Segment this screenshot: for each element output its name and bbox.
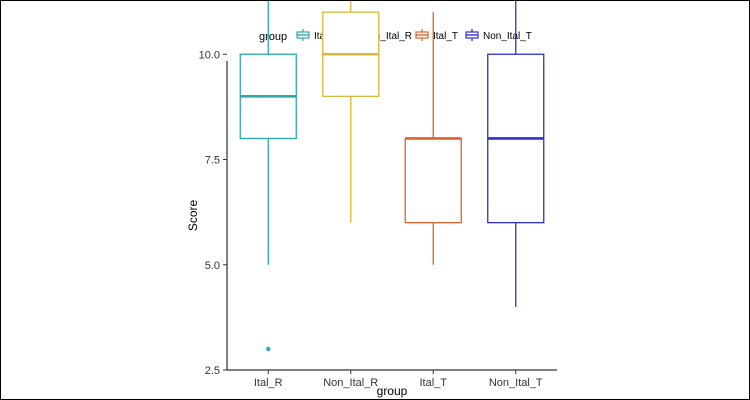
box-non-ital-r <box>322 1 380 223</box>
box-ital-r <box>239 1 297 352</box>
x-tick-label: Ital_T <box>419 377 447 389</box>
y-tick-label: 7.5 <box>205 155 220 167</box>
y-axis-ticks: 2.55.07.510.012.5 <box>199 49 227 377</box>
legend-title: group <box>259 31 287 43</box>
legend-label: Non_Ital_T <box>483 31 532 42</box>
y-axis-title: Score <box>186 200 200 232</box>
legend-label: Non_Ital_R <box>362 31 412 42</box>
y-tick-label: 5.0 <box>205 260 220 272</box>
y-tick-label: 2.5 <box>205 365 220 377</box>
legend-key-icon <box>415 29 429 41</box>
box-ital-t <box>404 12 462 265</box>
x-axis-title: group <box>377 384 408 398</box>
legend-label: Ital_T <box>433 31 458 42</box>
x-tick-label: Non_Ital_T <box>489 377 543 389</box>
y-tick-label: 10.0 <box>199 49 220 61</box>
outlier-point <box>266 346 271 352</box>
legend-key-icon <box>296 29 310 41</box>
plot-area <box>239 1 545 352</box>
iqr-box <box>404 137 462 224</box>
legend-item-ital-t: Ital_T <box>415 29 458 42</box>
legend-item-non-ital-t: Non_Ital_T <box>465 29 532 42</box>
box-non-ital-t <box>487 1 545 307</box>
x-tick-label: Non_Ital_R <box>323 377 378 389</box>
x-axis-ticks: Ital_R Non_Ital_R Ital_T Non_Ital_T <box>254 370 543 389</box>
legend-key-icon <box>465 29 479 41</box>
x-tick-label: Ital_R <box>254 377 283 389</box>
